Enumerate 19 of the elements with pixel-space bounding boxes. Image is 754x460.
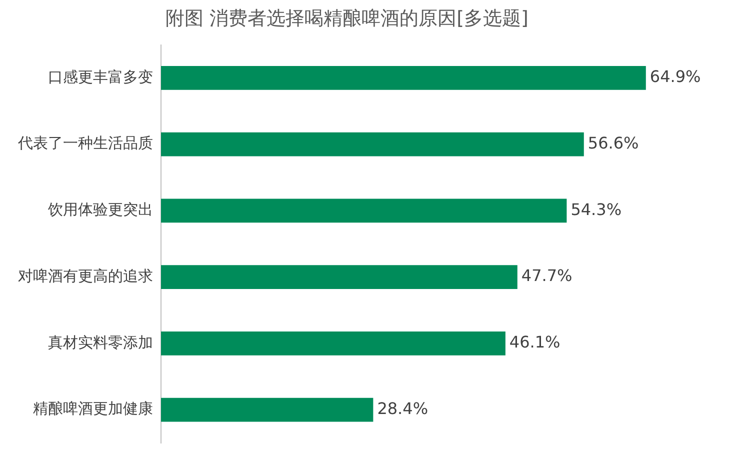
y-tick-label: 真材实料零添加 xyxy=(48,333,153,352)
y-tick-label: 精酿啤酒更加健康 xyxy=(33,400,153,418)
data-label: 54.3% xyxy=(570,200,622,219)
y-tick-label: 口感更丰富多变 xyxy=(48,68,153,86)
bar xyxy=(161,66,646,90)
chart-title: 附图 消费者选择喝精酿啤酒的原因[多选题] xyxy=(166,7,528,30)
bar xyxy=(161,198,567,223)
bar xyxy=(161,398,374,422)
data-label: 46.1% xyxy=(509,332,560,352)
bar xyxy=(161,332,506,356)
y-tick-label: 对啤酒有更高的追求 xyxy=(18,266,153,285)
data-label: 64.9% xyxy=(650,67,701,86)
data-label: 28.4% xyxy=(377,398,428,418)
data-label: 56.6% xyxy=(588,134,639,153)
data-label: 47.7% xyxy=(521,266,572,286)
bar xyxy=(161,132,584,156)
y-tick-label: 代表了一种生活品质 xyxy=(17,134,153,152)
y-tick-label: 饮用体验更突出 xyxy=(47,200,153,219)
bar xyxy=(161,265,518,290)
